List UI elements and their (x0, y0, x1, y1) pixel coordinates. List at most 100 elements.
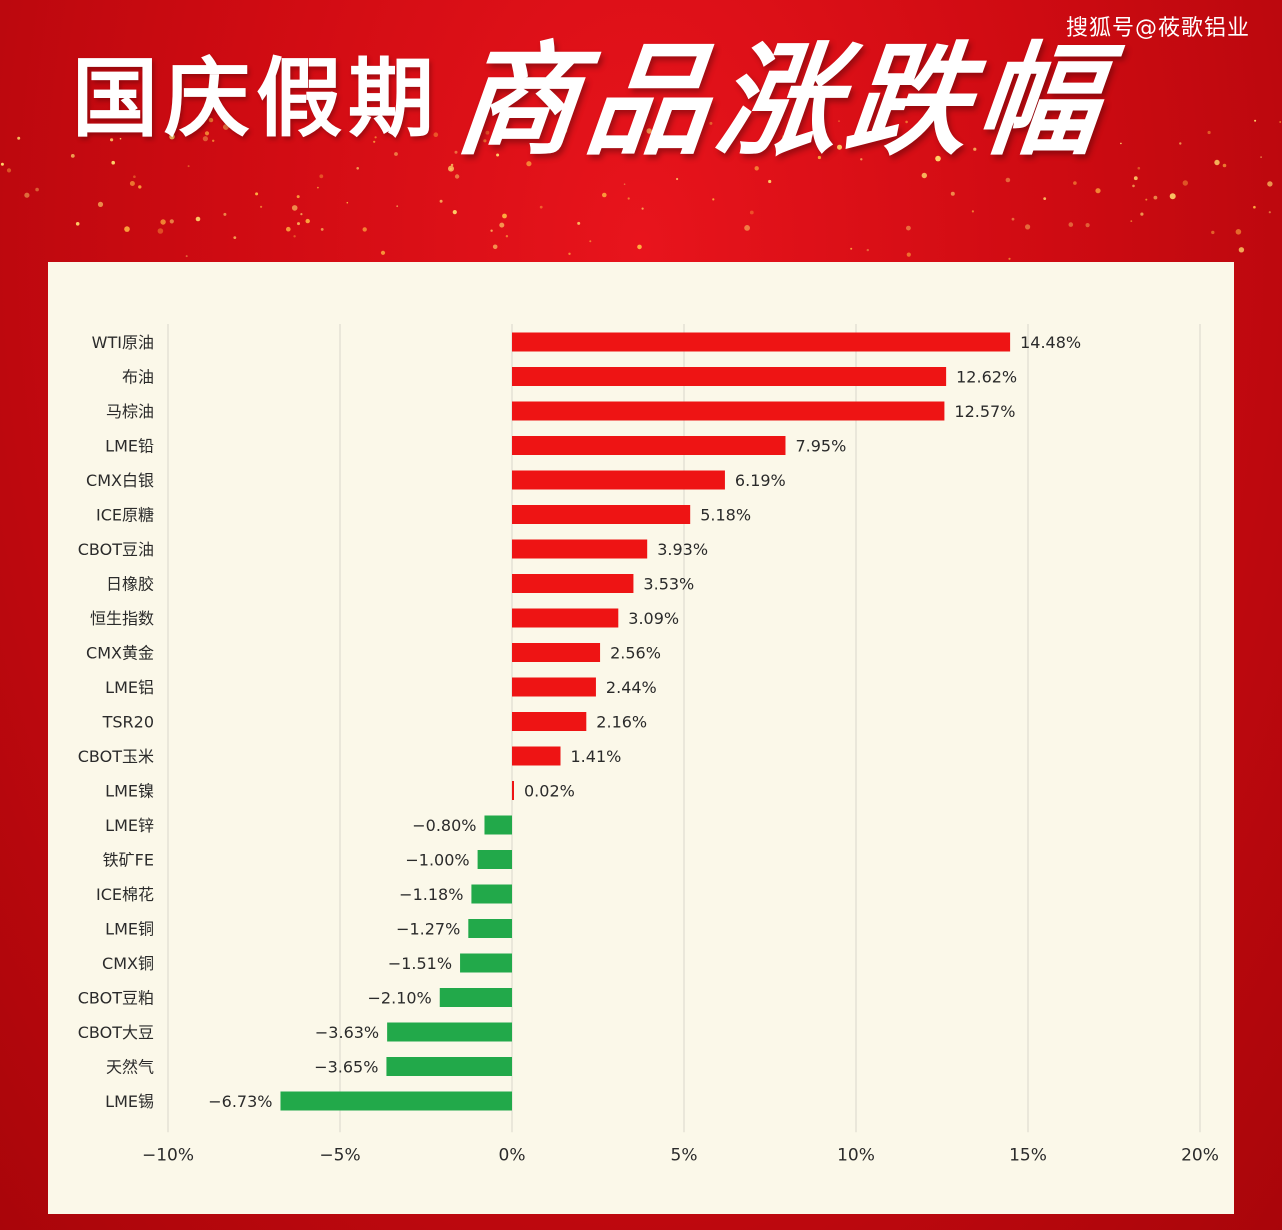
sparkle-dot (709, 121, 713, 125)
category-label: LME镍 (105, 782, 154, 801)
category-label: LME铝 (105, 678, 154, 697)
category-label: LME锡 (105, 1092, 154, 1111)
sparkle-decoration (0, 117, 1282, 260)
value-label: 3.93% (657, 540, 708, 559)
sparkle-dot (356, 167, 360, 170)
value-label: 14.48% (1020, 333, 1081, 352)
sparkle-dot (1179, 142, 1182, 145)
category-label: 布油 (122, 368, 154, 387)
value-label: −1.27% (396, 920, 460, 939)
sparkle-dot (1137, 166, 1141, 170)
sparkle-dot (1214, 159, 1220, 166)
x-tick-label: 10% (837, 1145, 875, 1165)
sparkle-dot (296, 195, 300, 199)
sparkle-dot (17, 136, 21, 140)
bar (512, 643, 601, 662)
category-label: 马棕油 (106, 402, 154, 421)
sparkle-dot (450, 163, 454, 167)
value-label: 7.95% (795, 437, 846, 456)
sparkle-dot (539, 205, 543, 209)
sparkle-dot (133, 175, 136, 178)
sparkle-dot (297, 222, 300, 226)
sparkle-dot (394, 152, 398, 156)
sparkle-dot (1207, 130, 1211, 135)
sparkle-dot (817, 155, 822, 160)
sparkle-dot (374, 136, 377, 139)
bar (512, 574, 634, 593)
value-label: 5.18% (700, 506, 751, 525)
sparkle-dot (70, 154, 75, 158)
sparkle-dot (768, 179, 772, 184)
sparkle-dot (1169, 193, 1176, 200)
category-label: 日橡胶 (106, 575, 154, 594)
value-label: −6.73% (208, 1092, 272, 1111)
bar (477, 850, 512, 869)
sparkle-dot (24, 192, 30, 198)
sparkle-dot (286, 226, 291, 232)
sparkle-dot (973, 147, 977, 151)
sparkle-dot (75, 222, 80, 226)
sparkle-dot (623, 183, 626, 185)
value-label: −1.51% (388, 954, 452, 973)
sparkle-dot (1130, 220, 1133, 223)
value-label: −1.00% (405, 851, 469, 870)
sparkle-dot (1133, 176, 1138, 181)
sparkle-dot (1254, 119, 1257, 122)
value-label: 2.56% (610, 644, 661, 663)
sparkle-dot (492, 244, 498, 250)
value-label: 12.57% (954, 402, 1015, 421)
value-label: −2.10% (368, 989, 432, 1008)
sparkle-dot (951, 137, 954, 140)
sparkle-dot (223, 124, 229, 130)
value-label: 12.62% (956, 368, 1017, 387)
x-tick-label: 15% (1009, 1145, 1047, 1165)
sparkle-dot (589, 240, 592, 243)
sparkle-dot (319, 174, 324, 179)
category-label: CMX铜 (102, 954, 154, 973)
sparkle-dot (971, 210, 975, 213)
sparkle-dot (1085, 223, 1090, 228)
page-title: 国庆假期 商品涨跌幅 (72, 20, 1115, 172)
category-label: ICE棉花 (96, 885, 154, 904)
sparkle-dot (1095, 188, 1101, 194)
sparkle-dot (169, 134, 175, 140)
sparkle-dot (905, 120, 908, 124)
sparkle-dot (1253, 205, 1256, 209)
sparkle-dot (577, 221, 581, 225)
sparkle-dot (1132, 184, 1135, 188)
sparkle-dot (837, 144, 842, 150)
value-label: 3.53% (643, 575, 694, 594)
sparkle-dot (744, 225, 750, 231)
sparkle-dot (454, 174, 460, 179)
bar (439, 988, 512, 1007)
sparkle-dot (187, 165, 190, 168)
sparkle-dot (396, 205, 399, 208)
sparkle-dot (646, 128, 652, 134)
sparkle-dot (138, 185, 142, 189)
sparkle-dot (1267, 181, 1273, 187)
sparkle-dot (1068, 222, 1074, 227)
x-tick-label: 20% (1181, 1145, 1219, 1165)
bar (512, 367, 947, 386)
bar (484, 815, 512, 835)
sparkle-dot (439, 199, 443, 203)
bar (387, 1022, 512, 1042)
sparkle-dot (317, 186, 319, 189)
sparkle-dot (169, 219, 174, 224)
sparkle-dot (320, 228, 324, 231)
sparkle-dot (499, 222, 505, 228)
sparkle-dot (637, 244, 642, 250)
sparkle-dot (362, 118, 366, 122)
sparkle-dot (490, 229, 493, 232)
bar (512, 505, 691, 524)
sparkle-dot (380, 250, 386, 255)
sparkle-dot (233, 236, 237, 240)
category-label: LME铅 (105, 437, 154, 456)
category-label: TSR20 (102, 713, 154, 732)
sparkle-dot (906, 225, 911, 231)
sparkle-dot (657, 123, 662, 127)
sparkle-dot (860, 158, 863, 161)
sparkle-dot (632, 122, 637, 127)
sparkle-dot (1268, 211, 1271, 214)
sparkle-dot (485, 130, 490, 135)
